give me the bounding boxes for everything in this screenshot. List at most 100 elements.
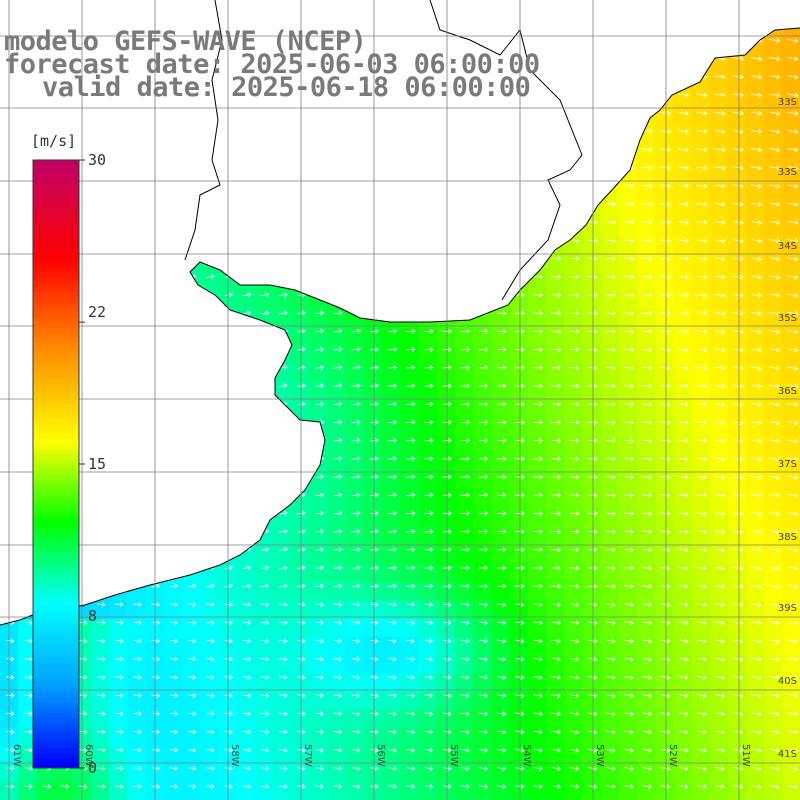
wind-speed-cell <box>637 345 656 365</box>
wind-speed-cell <box>728 345 747 365</box>
wind-speed-cell <box>509 455 529 474</box>
wind-speed-cell <box>200 746 219 765</box>
wind-speed-cell <box>764 564 784 583</box>
wind-arrow <box>133 602 143 607</box>
wind-speed-cell <box>600 527 620 547</box>
wind-arrow <box>751 729 762 735</box>
wind-speed-cell <box>564 655 583 674</box>
wind-speed-cell <box>728 655 747 674</box>
wind-speed-cell <box>709 91 729 110</box>
wind-speed-cell <box>637 709 656 729</box>
wind-speed-cell <box>491 728 511 747</box>
wind-speed-cell <box>18 655 37 674</box>
wind-speed-cell <box>345 618 365 638</box>
wind-arrow <box>623 347 635 353</box>
wind-arrow <box>732 165 744 171</box>
wind-arrow <box>750 202 763 207</box>
wind-speed-cell <box>746 200 765 219</box>
wind-arrow <box>333 438 343 443</box>
wind-speed-cell <box>582 236 602 256</box>
wind-arrow <box>169 729 179 735</box>
wind-arrow <box>750 129 763 134</box>
wind-speed-cell <box>673 200 693 219</box>
wind-arrow <box>678 183 690 189</box>
wind-speed-cell <box>782 564 800 583</box>
wind-speed-cell <box>182 582 201 602</box>
wind-arrow <box>460 438 471 443</box>
wind-arrow <box>678 602 689 608</box>
wind-arrow <box>678 511 689 516</box>
wind-arrow <box>750 183 763 189</box>
wind-speed-cell <box>254 673 274 693</box>
wind-arrow <box>169 711 179 717</box>
wind-arrow <box>496 310 507 316</box>
wind-speed-cell <box>345 691 365 711</box>
wind-arrow <box>424 602 434 607</box>
wind-arrow <box>460 511 471 516</box>
wind-arrow <box>696 784 708 790</box>
wind-speed-cell <box>655 782 674 800</box>
wind-speed-cell <box>655 655 674 674</box>
wind-speed-cell <box>109 746 128 765</box>
wind-speed-cell <box>637 728 656 747</box>
wind-arrow <box>551 456 562 462</box>
wind-arrow <box>551 565 562 571</box>
wind-speed-cell <box>691 564 711 583</box>
wind-arrow <box>333 547 343 552</box>
wind-speed-cell <box>546 527 565 547</box>
wind-speed-cell <box>764 327 784 347</box>
lat-label-34s: 34S <box>777 241 797 252</box>
wind-arrow <box>678 766 689 771</box>
wind-speed-cell <box>546 273 565 292</box>
wind-arrow <box>569 274 580 280</box>
wind-speed-cell <box>564 309 583 329</box>
wind-speed-cell <box>491 564 511 583</box>
wind-arrow <box>278 620 288 626</box>
wind-speed-cell <box>746 764 765 784</box>
wind-arrow <box>678 675 689 680</box>
wind-arrow <box>496 711 507 717</box>
wind-speed-cell <box>546 764 565 784</box>
wind-speed-cell <box>600 546 620 565</box>
wind-speed-cell <box>764 436 784 456</box>
wind-arrow <box>169 602 179 607</box>
wind-speed-cell <box>182 691 201 711</box>
colorbar-tick-22: 22 <box>88 303 107 321</box>
wind-arrow <box>333 620 343 626</box>
wind-speed-cell <box>673 491 693 511</box>
wind-arrow <box>242 310 252 316</box>
wind-arrow <box>387 492 398 498</box>
wind-arrow <box>133 693 143 698</box>
wind-speed-cell <box>200 637 219 656</box>
wind-speed-cell <box>455 418 474 438</box>
wind-speed-cell <box>400 418 420 438</box>
wind-arrow <box>169 638 179 644</box>
wind-speed-cell <box>582 418 602 438</box>
wind-speed-cell <box>673 364 693 383</box>
wind-arrow <box>260 310 270 316</box>
wind-speed-cell <box>728 91 747 110</box>
colorbar-segment <box>33 666 79 673</box>
wind-arrow <box>642 565 653 571</box>
wind-speed-cell <box>327 691 347 711</box>
wind-arrow <box>315 784 325 789</box>
wind-speed-cell <box>728 764 747 784</box>
wind-arrow <box>696 474 708 480</box>
wind-speed-cell <box>400 327 420 347</box>
wind-arrow <box>242 675 252 680</box>
wind-speed-cell <box>582 509 602 529</box>
wind-speed-cell <box>782 691 800 711</box>
wind-speed-cell <box>163 782 183 800</box>
wind-arrow <box>678 657 689 662</box>
wind-arrow <box>478 675 489 680</box>
wind-speed-cell <box>600 400 620 420</box>
colorbar-segment <box>33 626 79 632</box>
wind-speed-cell <box>746 54 765 74</box>
wind-speed-cell <box>600 709 620 729</box>
wind-arrow <box>388 693 397 698</box>
wind-arrow <box>605 383 617 389</box>
colorbar-segment <box>33 489 79 495</box>
wind-arrow <box>696 383 708 389</box>
wind-speed-cell <box>764 145 784 165</box>
wind-arrow <box>787 56 799 62</box>
